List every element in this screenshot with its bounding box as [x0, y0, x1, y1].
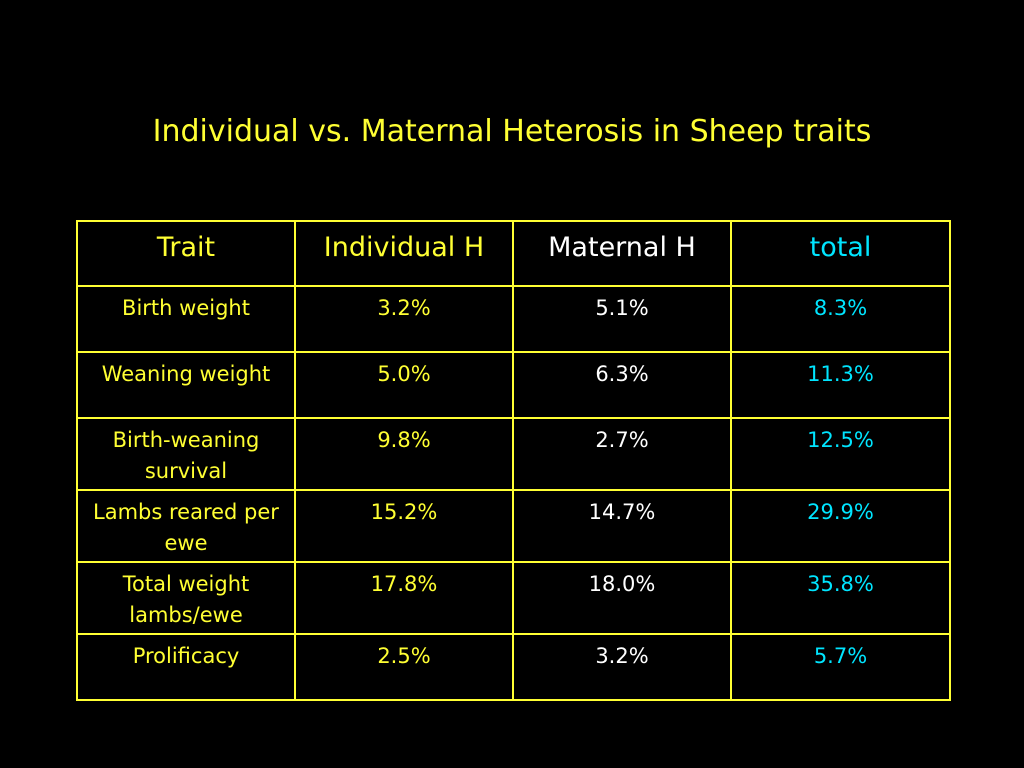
- cell-trait: Prolificacy: [76, 633, 296, 701]
- cell-maternal: 18.0%: [512, 561, 732, 635]
- cell-individual: 5.0%: [294, 351, 514, 419]
- cell-total: 29.9%: [730, 489, 951, 563]
- header-total: total: [730, 220, 951, 287]
- cell-maternal: 3.2%: [512, 633, 732, 701]
- table-row: Birth-weaning survival 9.8% 2.7% 12.5%: [76, 417, 951, 491]
- table-header-row: Trait Individual H Maternal H total: [76, 220, 951, 287]
- cell-maternal: 5.1%: [512, 285, 732, 353]
- header-individual-h: Individual H: [294, 220, 514, 287]
- cell-trait: Total weight lambs/ewe: [76, 561, 296, 635]
- cell-total: 5.7%: [730, 633, 951, 701]
- cell-individual: 2.5%: [294, 633, 514, 701]
- header-trait: Trait: [76, 220, 296, 287]
- heterosis-table: Trait Individual H Maternal H total Birt…: [76, 220, 951, 701]
- cell-trait: Birth-weaning survival: [76, 417, 296, 491]
- cell-trait: Lambs reared per ewe: [76, 489, 296, 563]
- cell-individual: 15.2%: [294, 489, 514, 563]
- table-row: Lambs reared per ewe 15.2% 14.7% 29.9%: [76, 489, 951, 563]
- cell-maternal: 14.7%: [512, 489, 732, 563]
- table-row: Total weight lambs/ewe 17.8% 18.0% 35.8%: [76, 561, 951, 635]
- header-maternal-h: Maternal H: [512, 220, 732, 287]
- cell-total: 11.3%: [730, 351, 951, 419]
- slide-title: Individual vs. Maternal Heterosis in She…: [152, 114, 872, 149]
- cell-trait: Weaning weight: [76, 351, 296, 419]
- cell-total: 8.3%: [730, 285, 951, 353]
- cell-individual: 3.2%: [294, 285, 514, 353]
- cell-total: 35.8%: [730, 561, 951, 635]
- cell-individual: 17.8%: [294, 561, 514, 635]
- table-row: Birth weight 3.2% 5.1% 8.3%: [76, 285, 951, 353]
- cell-maternal: 2.7%: [512, 417, 732, 491]
- table-row: Weaning weight 5.0% 6.3% 11.3%: [76, 351, 951, 419]
- cell-individual: 9.8%: [294, 417, 514, 491]
- cell-total: 12.5%: [730, 417, 951, 491]
- cell-maternal: 6.3%: [512, 351, 732, 419]
- table-row: Prolificacy 2.5% 3.2% 5.7%: [76, 633, 951, 701]
- cell-trait: Birth weight: [76, 285, 296, 353]
